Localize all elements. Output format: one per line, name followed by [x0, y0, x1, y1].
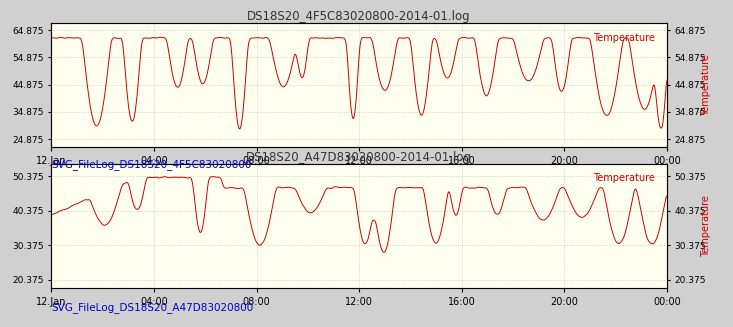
Text: SVG_FileLog_DS18S20_A47D83020800: SVG_FileLog_DS18S20_A47D83020800 — [51, 302, 254, 313]
Text: Temperature: Temperature — [701, 54, 711, 116]
Title: DS18S20_A47D83020800-2014-01.log: DS18S20_A47D83020800-2014-01.log — [246, 150, 472, 164]
Text: Temperature: Temperature — [593, 173, 655, 183]
Text: SVG_FileLog_DS18S20_4F5C83020800: SVG_FileLog_DS18S20_4F5C83020800 — [51, 159, 251, 169]
Title: DS18S20_4F5C83020800-2014-01.log: DS18S20_4F5C83020800-2014-01.log — [247, 10, 471, 23]
Text: Temperature: Temperature — [701, 195, 711, 257]
Text: Temperature: Temperature — [593, 33, 655, 43]
